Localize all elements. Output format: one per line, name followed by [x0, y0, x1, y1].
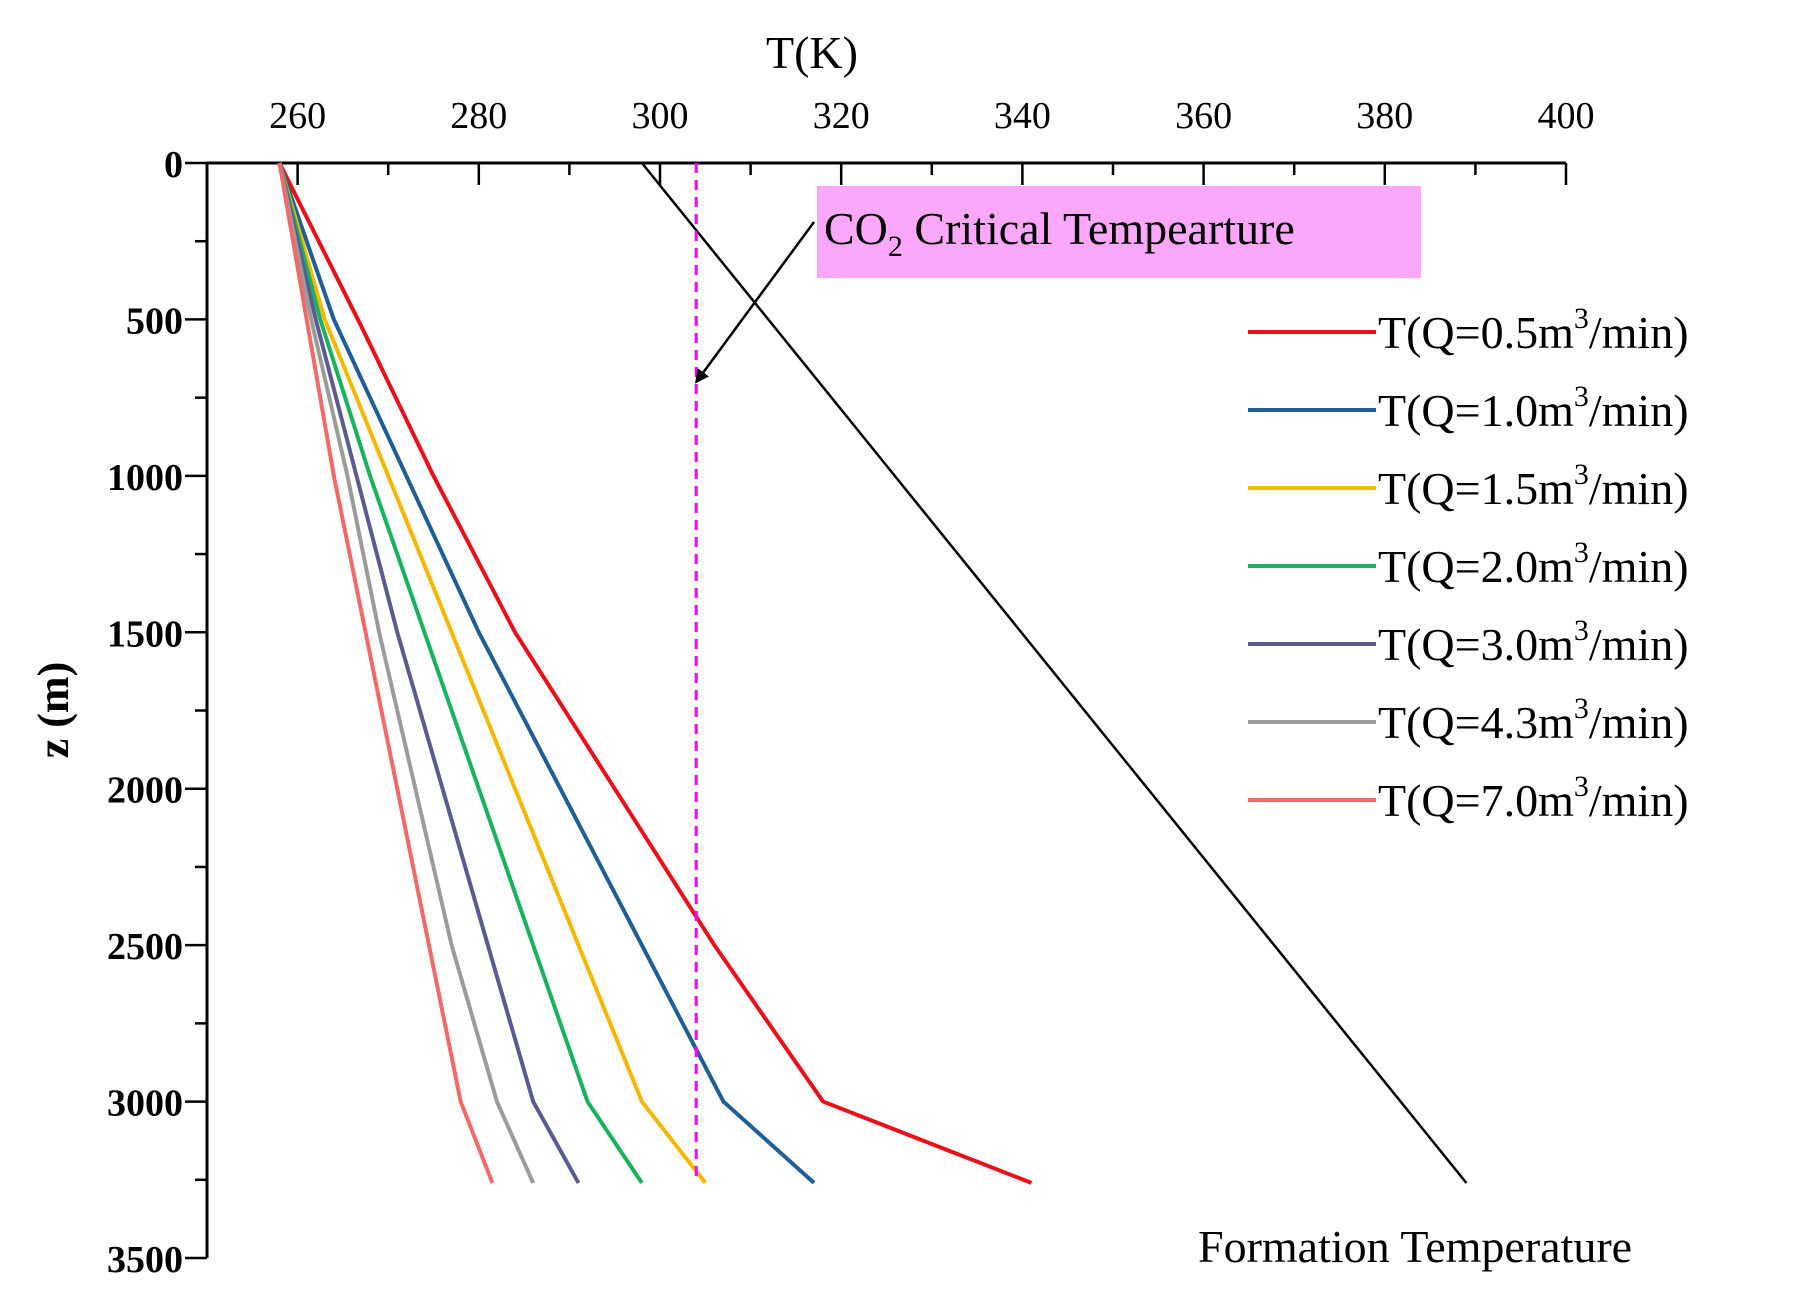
x-tick-label: 340 — [994, 95, 1051, 137]
x-tick-label: 360 — [1175, 95, 1232, 137]
legend-label: T(Q=0.5m3/min) — [1378, 302, 1689, 358]
series-line-7 — [277, 162, 495, 1184]
annotation-text-sub: 2 — [888, 230, 903, 263]
series-line-4 — [277, 162, 644, 1185]
x-tick-label: 280 — [450, 95, 507, 137]
y-tick-label: 1500 — [107, 613, 183, 655]
legend-label: T(Q=2.0m3/min) — [1378, 536, 1689, 592]
x-tick-label: 300 — [632, 95, 689, 137]
series-line-2 — [277, 162, 816, 1185]
formation-temperature-line — [640, 162, 1468, 1184]
legend-label: T(Q=4.3m3/min) — [1378, 692, 1689, 748]
legend-label: T(Q=3.0m3/min) — [1378, 614, 1689, 670]
y-tick-label: 3500 — [107, 1239, 183, 1281]
x-tick-label: 400 — [1538, 95, 1595, 137]
x-tick-label: 260 — [269, 95, 326, 137]
annotation-arrow — [695, 221, 816, 384]
y-axis-label: z (m) — [29, 662, 78, 759]
legend: T(Q=0.5m3/min) T(Q=1.0m3/min) T(Q=1.5m3/mi… — [1248, 302, 1689, 826]
y-tick-label: 2500 — [107, 926, 183, 968]
series-line-5 — [277, 162, 581, 1184]
series-line-1 — [277, 162, 1033, 1185]
y-tick-label: 1000 — [107, 457, 183, 499]
legend-label: T(Q=1.0m3/min) — [1378, 380, 1689, 436]
x-tick-label: 380 — [1356, 95, 1413, 137]
series-line-3 — [277, 162, 707, 1185]
y-tick-label: 0 — [164, 144, 183, 186]
annotation-text: CO2 Critical Tempearture — [824, 203, 1295, 263]
legend-label: T(Q=7.0m3/min) — [1378, 770, 1689, 826]
series-line-6 — [277, 162, 535, 1184]
x-axis-label: T(K) — [766, 27, 858, 78]
y-tick-label: 2000 — [107, 770, 183, 812]
formation-temperature-label: Formation Temperature — [1198, 1221, 1632, 1272]
y-tick-label: 500 — [126, 300, 183, 342]
legend-label: T(Q=1.5m3/min) — [1378, 458, 1689, 514]
annotation-text-suffix: Critical Tempearture — [903, 203, 1295, 254]
annotation-box — [817, 186, 1421, 278]
annotation-text-prefix: CO — [824, 203, 888, 254]
x-tick-label: 320 — [813, 95, 870, 137]
y-tick-label: 3000 — [107, 1083, 183, 1125]
